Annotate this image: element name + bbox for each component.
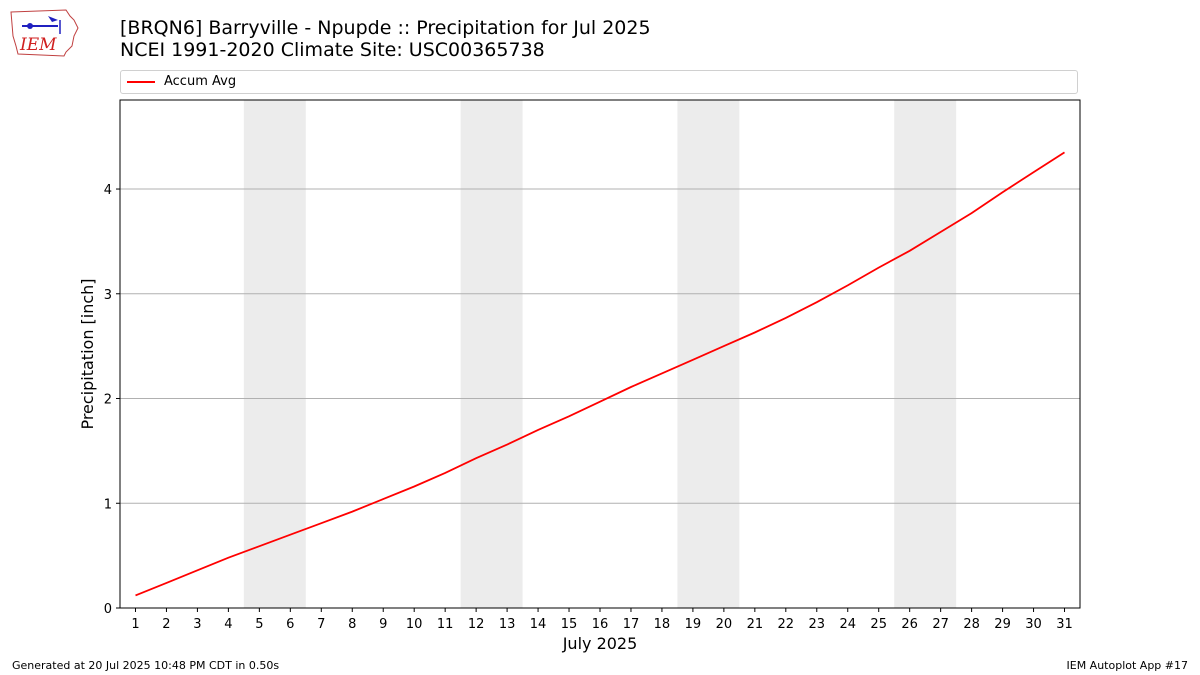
x-tick-label-31: 31 [1056,617,1073,632]
x-tick-label-17: 17 [623,617,640,632]
iowa-outline-shape [10,9,79,57]
weekend-band-1 [460,100,523,608]
x-tick-label-10: 10 [406,617,423,632]
x-tick-label-29: 29 [994,617,1011,632]
y-tick-label-4: 4 [104,183,112,198]
x-tick-label-8: 8 [348,617,356,632]
weather-station-node-icon [27,23,33,29]
x-tick-label-27: 27 [932,617,949,632]
x-tick-label-12: 12 [468,617,485,632]
app-credit: IEM Autoplot App #17 [1066,659,1189,672]
x-axis-label: July 2025 [562,634,638,653]
weekend-band-0 [243,100,306,608]
y-tick-label-0: 0 [104,602,112,617]
x-tick-label-26: 26 [901,617,918,632]
chart-subtitle: NCEI 1991-2020 Climate Site: USC00365738 [120,39,545,61]
x-tick-label-2: 2 [162,617,170,632]
y-axis-label: Precipitation [inch] [78,278,97,429]
weekend-band-2 [677,100,740,608]
x-tick-label-6: 6 [286,617,294,632]
weekend-band-3 [894,100,957,608]
x-tick-label-13: 13 [499,617,516,632]
x-tick-label-3: 3 [193,617,201,632]
x-tick-label-20: 20 [716,617,733,632]
x-tick-label-22: 22 [778,617,795,632]
x-tick-label-28: 28 [963,617,980,632]
x-tick-label-9: 9 [379,617,387,632]
x-tick-label-30: 30 [1025,617,1042,632]
x-tick-label-14: 14 [530,617,547,632]
x-tick-label-5: 5 [255,617,263,632]
x-tick-label-23: 23 [809,617,826,632]
legend-swatch-accum-avg [127,81,155,83]
y-tick-label-1: 1 [104,497,112,512]
chart-legend: Accum Avg [120,70,1078,94]
x-tick-label-7: 7 [317,617,325,632]
x-tick-label-18: 18 [654,617,671,632]
series-line-accum-avg [135,151,1065,597]
x-tick-label-25: 25 [870,617,887,632]
x-tick-label-15: 15 [561,617,578,632]
y-tick-label-3: 3 [104,288,112,303]
x-tick-label-24: 24 [839,617,856,632]
logo-text: IEM [19,35,57,55]
wind-vane-icon [48,16,58,22]
x-tick-label-11: 11 [437,617,454,632]
x-tick-label-16: 16 [592,617,609,632]
x-tick-label-1: 1 [131,617,139,632]
x-tick-label-19: 19 [685,617,702,632]
chart-title: [BRQN6] Barryville - Npupde :: Precipita… [120,17,651,39]
generated-timestamp: Generated at 20 Jul 2025 10:48 PM CDT in… [12,659,280,672]
x-tick-label-4: 4 [224,617,232,632]
x-tick-label-21: 21 [747,617,764,632]
iem-logo: IEM [10,9,79,57]
y-tick-label-2: 2 [104,393,112,408]
legend-label-accum-avg: Accum Avg [164,74,237,89]
